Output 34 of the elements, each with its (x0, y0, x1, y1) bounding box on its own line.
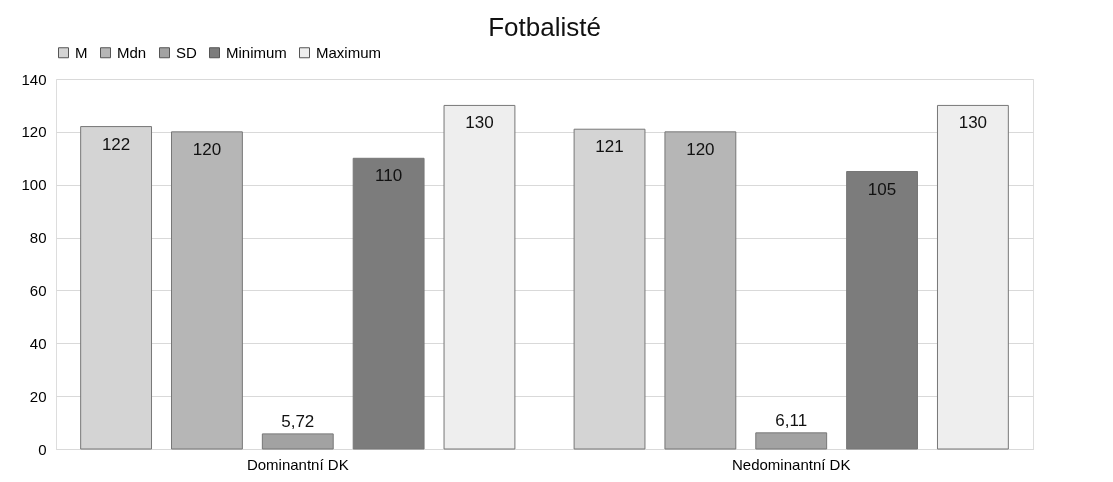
y-tick-label: 80 (29, 229, 47, 247)
data-label: 5,72 (281, 411, 315, 431)
legend-label: Minimum (226, 43, 287, 61)
bar (755, 432, 828, 450)
y-tick-label: 60 (29, 281, 47, 299)
legend-label: Maximum (316, 43, 382, 61)
y-tick-label: 120 (21, 123, 47, 141)
data-label: 6,11 (775, 410, 808, 430)
legend-label: SD (176, 43, 197, 61)
data-label: 105 (867, 179, 897, 199)
bar (664, 131, 737, 450)
bar (352, 157, 425, 450)
bar (443, 104, 516, 450)
x-tick-label: Dominantní DK (246, 455, 349, 473)
y-tick-label: 20 (29, 387, 47, 405)
y-tick-label: 100 (21, 176, 47, 194)
legend-label: Mdn (117, 43, 147, 61)
bar (171, 131, 243, 450)
data-label: 121 (595, 137, 624, 157)
data-label: 120 (192, 139, 222, 159)
legend-label: M (75, 43, 88, 61)
data-label: 122 (101, 134, 131, 154)
data-label: 130 (465, 113, 494, 133)
bar (846, 171, 918, 450)
data-label: 130 (958, 113, 988, 133)
chart-title: Fotbalisté (488, 12, 601, 42)
y-tick-label: 0 (38, 440, 47, 458)
data-label: 110 (375, 166, 403, 186)
y-tick-label: 40 (29, 334, 47, 352)
y-tick-label: 140 (21, 70, 47, 88)
x-tick-label: Nedominantní DK (732, 455, 851, 473)
bar (261, 433, 334, 450)
data-label: 120 (686, 139, 715, 159)
bar (936, 104, 1009, 450)
